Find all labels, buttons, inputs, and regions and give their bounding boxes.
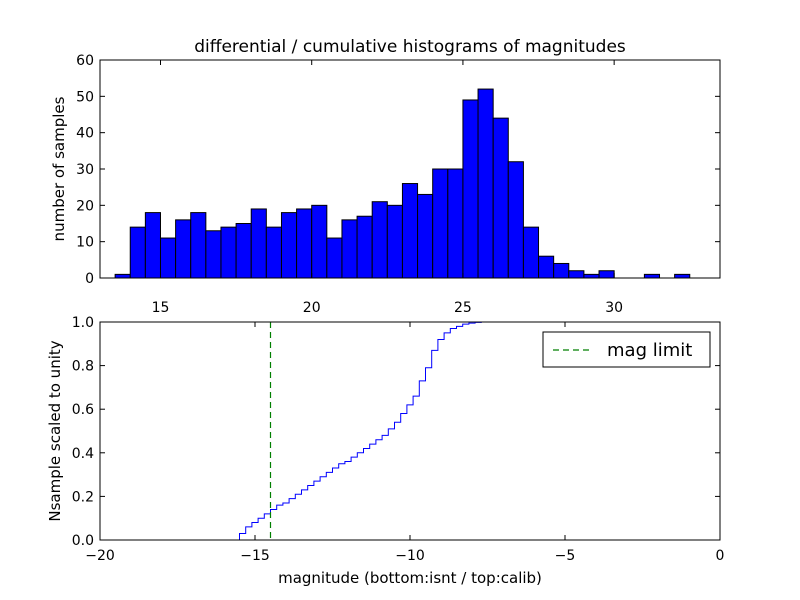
y-tick-label: 0.6 xyxy=(72,402,94,418)
histogram-bar xyxy=(401,183,419,279)
histogram-x-ticks: 15 20 25 30 xyxy=(152,60,623,316)
histogram-y-ticks: 0 10 20 30 40 50 60 xyxy=(76,53,720,287)
histogram-bar xyxy=(220,226,237,279)
histogram-bar xyxy=(144,212,161,279)
x-tick-label: −20 xyxy=(85,548,115,564)
histogram-bar xyxy=(462,99,479,279)
histogram-bar xyxy=(538,255,555,279)
histogram-bars xyxy=(114,88,691,279)
histogram-bar xyxy=(311,204,328,279)
histogram-bar xyxy=(371,201,388,279)
y-tick-label: 0 xyxy=(85,271,94,287)
histogram-bar xyxy=(522,226,540,279)
histogram-bar xyxy=(477,88,494,279)
y-tick-label: 30 xyxy=(76,162,94,178)
y-tick-label: 40 xyxy=(76,126,94,142)
chart-title: differential / cumulative histograms of … xyxy=(194,37,626,57)
histogram-bar xyxy=(341,219,358,279)
histogram-bar xyxy=(114,273,131,279)
x-tick-label: −15 xyxy=(240,548,270,564)
histogram-bar xyxy=(492,117,509,279)
cumulative-y-axis-label: Nsample scaled to unity xyxy=(46,340,64,521)
legend: mag limit xyxy=(542,331,711,368)
histogram-bar xyxy=(190,212,207,279)
cumulative-step-line xyxy=(100,321,720,541)
histogram-bar xyxy=(296,208,313,279)
histogram-bar xyxy=(583,273,600,279)
y-tick-label: 0.8 xyxy=(72,359,94,375)
y-tick-label: 20 xyxy=(76,198,94,214)
x-tick-label: 15 xyxy=(152,300,170,316)
y-tick-label: 0.4 xyxy=(72,446,94,462)
x-tick-label: 25 xyxy=(454,300,472,316)
histogram-bar xyxy=(129,226,146,279)
histogram-bar xyxy=(235,223,252,279)
y-tick-label: 0.2 xyxy=(72,489,94,505)
cumulative-plot: 0.0 0.2 0.4 0.6 0.8 1.0 −20 −15 −10 −5 0 Nsample … xyxy=(46,315,724,587)
histogram-bar xyxy=(598,270,615,279)
y-tick-label: 0.0 xyxy=(72,533,94,549)
histogram-bar xyxy=(674,273,691,279)
histogram-bar xyxy=(432,168,449,279)
histogram-bar xyxy=(356,215,373,279)
legend-box xyxy=(542,331,711,368)
histogram-bar xyxy=(507,161,524,279)
cumulative-y-ticks: 0.0 0.2 0.4 0.6 0.8 1.0 xyxy=(72,315,720,549)
x-tick-label: 0 xyxy=(716,548,725,564)
x-tick-label: −10 xyxy=(395,548,425,564)
y-tick-label: 10 xyxy=(76,235,94,251)
histogram-bar xyxy=(175,219,192,279)
histogram-bar xyxy=(643,273,661,279)
cumulative-x-ticks: −20 −15 −10 −5 0 xyxy=(85,322,724,564)
histogram-bar xyxy=(447,168,464,279)
histogram-bar xyxy=(280,212,298,279)
x-tick-label: 30 xyxy=(605,300,623,316)
histogram-bar xyxy=(386,204,403,279)
legend-label: mag limit xyxy=(607,340,692,361)
cumulative-x-axis-label: magnitude (bottom:isnt / top:calib) xyxy=(278,569,542,587)
histogram-bar xyxy=(568,270,585,279)
histogram-plot: differential / cumulative histograms of … xyxy=(50,37,721,316)
y-tick-label: 50 xyxy=(76,89,94,105)
y-tick-label: 60 xyxy=(76,53,94,69)
histogram-bar xyxy=(265,226,282,279)
x-tick-label: −5 xyxy=(555,548,576,564)
histogram-bar xyxy=(417,193,434,279)
histogram-bar xyxy=(205,230,222,279)
histogram-bar xyxy=(553,262,570,279)
x-tick-label: 20 xyxy=(303,300,321,316)
histogram-bar xyxy=(250,208,267,279)
histogram-bar xyxy=(159,237,177,279)
histogram-bar xyxy=(326,237,343,279)
histogram-y-axis-label: number of samples xyxy=(50,96,68,241)
y-tick-label: 1.0 xyxy=(72,315,94,331)
